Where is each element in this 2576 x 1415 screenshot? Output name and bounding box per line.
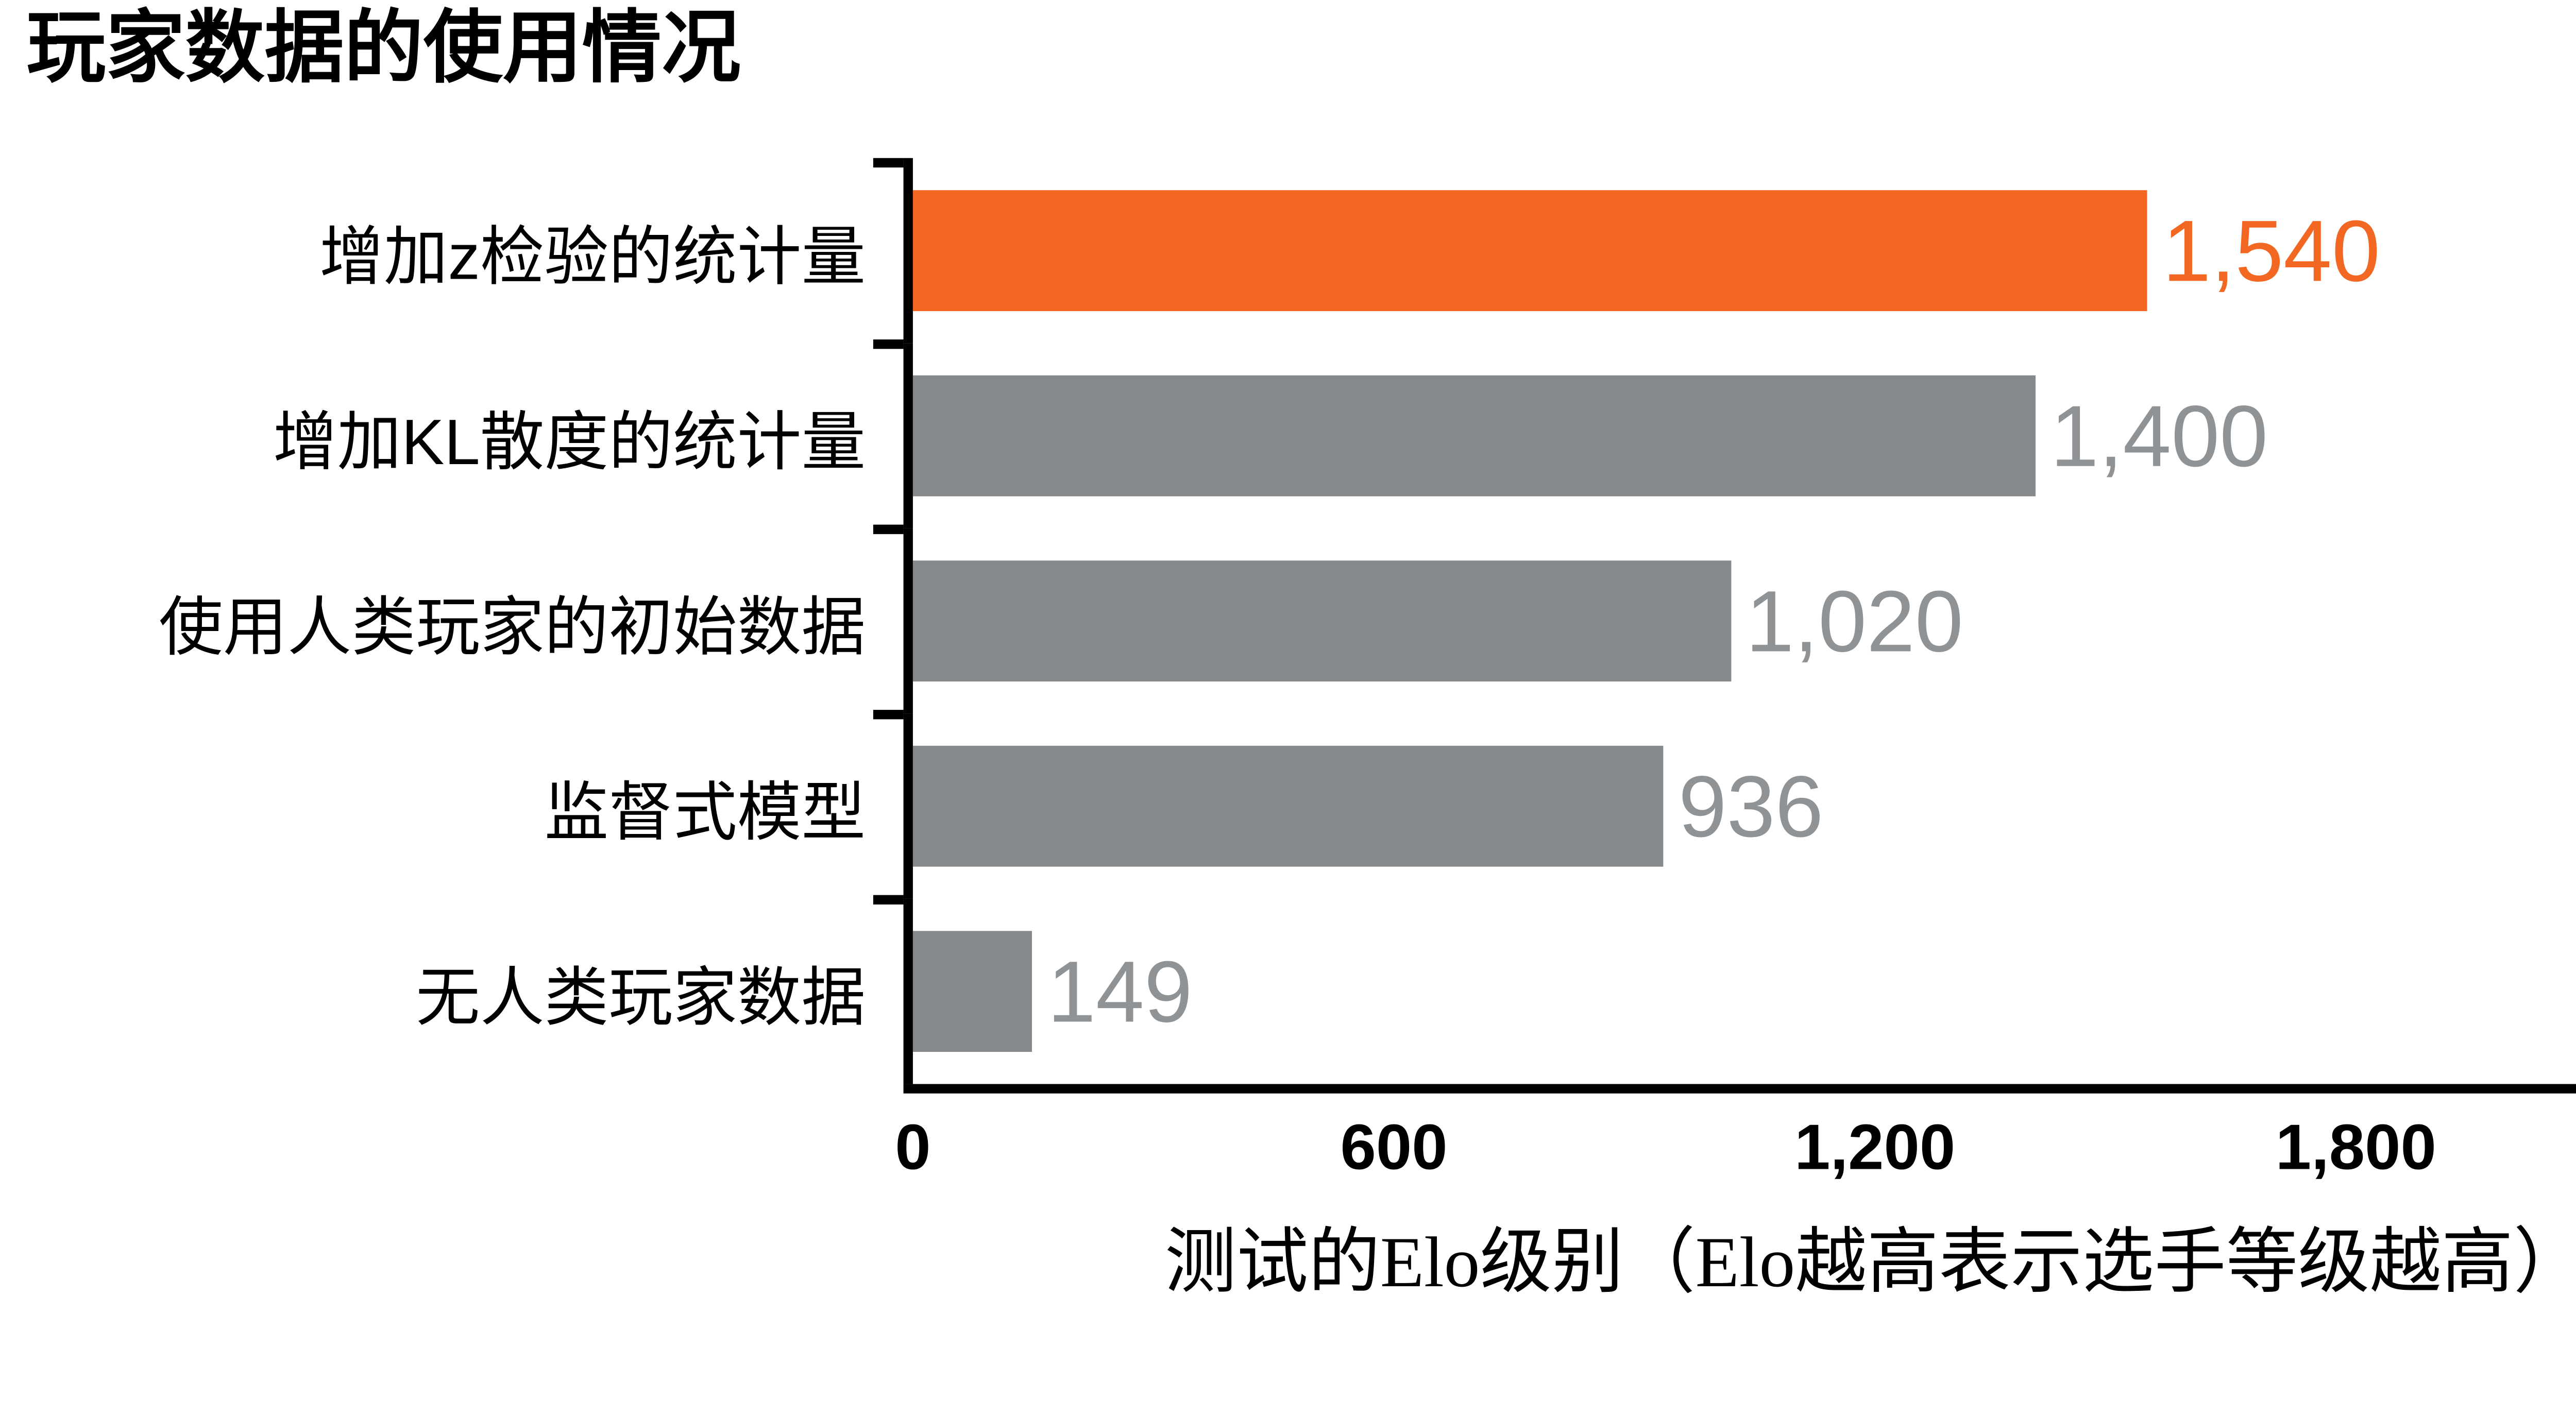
plot-area: 增加z检验的统计量 1,540 增加KL散度的统计量 1,400 使用人类玩家的初始数据… <box>0 159 2576 1085</box>
bar <box>912 561 1731 683</box>
bar-row: 无人类玩家数据 149 <box>0 899 2576 1085</box>
chart-canvas: 玩家数据的使用情况 增加z检验的统计量 1,540 增加KL散度的统计量 1,400 使… <box>0 3 2576 1415</box>
bar-row: 增加KL散度的统计量 1,400 <box>0 344 2576 530</box>
chart-title: 玩家数据的使用情况 <box>26 7 741 94</box>
bar-chart: 增加z检验的统计量 1,540 增加KL散度的统计量 1,400 使用人类玩家的初始数据… <box>0 159 2576 1307</box>
bar <box>912 931 1032 1053</box>
x-tick-label: 1,200 <box>1794 1113 1956 1185</box>
plot-cell: 1,400 <box>903 344 2576 530</box>
bar-row: 监督式模型 936 <box>0 714 2576 900</box>
category-label: 监督式模型 <box>544 777 866 850</box>
value-label: 1,020 <box>1745 572 1963 671</box>
value-label: 1,400 <box>2050 387 2268 486</box>
x-axis-line <box>903 1084 2576 1095</box>
category-label: 增加z检验的统计量 <box>319 222 866 294</box>
y-axis-tick <box>873 895 904 906</box>
category-label: 无人类玩家数据 <box>416 963 866 1035</box>
y-axis-tick <box>873 525 904 535</box>
x-tick-label: 0 <box>895 1113 931 1185</box>
y-axis-tick <box>873 340 904 350</box>
x-tick-label: 1,800 <box>2275 1113 2436 1185</box>
category-label: 使用人类玩家的初始数据 <box>159 592 866 664</box>
bar <box>912 746 1664 867</box>
y-axis-tick <box>873 710 904 720</box>
plot-cell: 149 <box>903 899 2576 1085</box>
bar <box>912 376 2036 497</box>
value-label: 936 <box>1678 758 1824 856</box>
y-axis-tick <box>873 159 904 168</box>
value-label: 1,540 <box>2162 202 2380 301</box>
category-label: 增加KL散度的统计量 <box>273 407 866 480</box>
plot-cell: 936 <box>903 714 2576 900</box>
x-tick-label: 600 <box>1340 1113 1448 1185</box>
value-label: 149 <box>1047 943 1193 1042</box>
bar <box>912 191 2148 312</box>
plot-cell: 1,020 <box>903 529 2576 714</box>
x-axis-label: 测试的Elo级别（Elo越高表示选手等级越高） <box>1164 1224 2576 1304</box>
plot-cell: 1,540 <box>903 159 2576 344</box>
bar-row: 增加z检验的统计量 1,540 <box>0 159 2576 344</box>
bar-row: 使用人类玩家的初始数据 1,020 <box>0 529 2576 714</box>
